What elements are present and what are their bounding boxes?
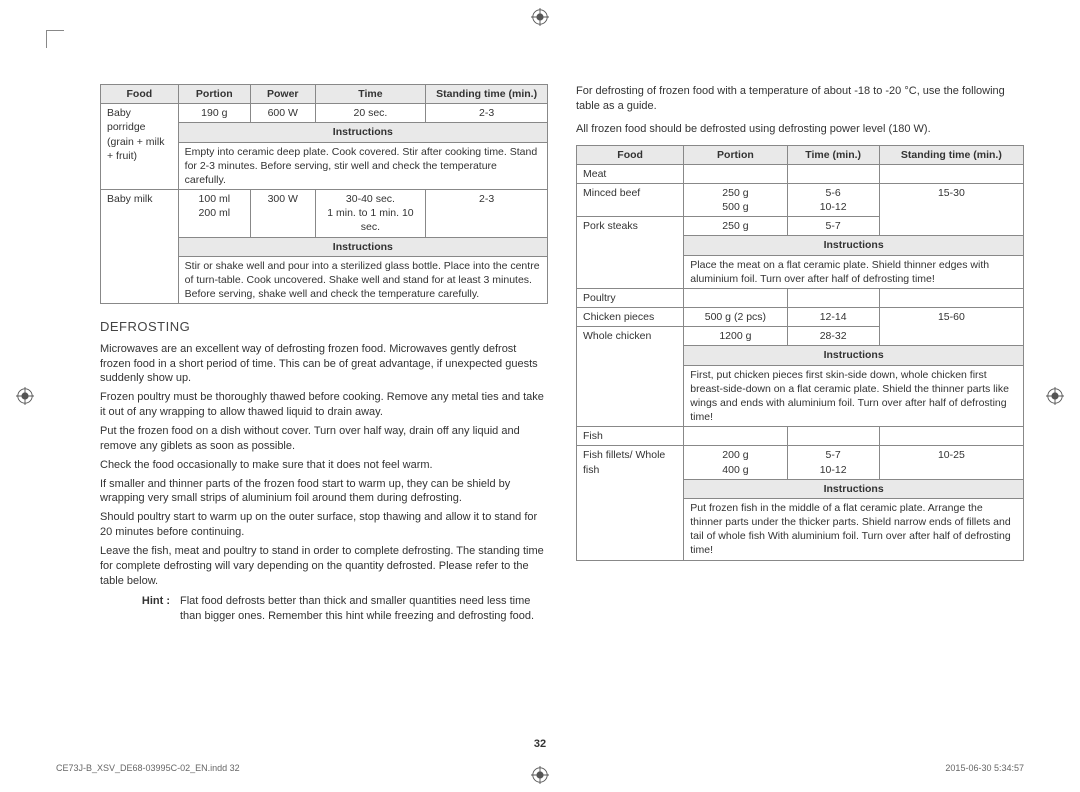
t1-r2-food: Baby milk <box>101 190 179 304</box>
left-column: Food Portion Power Time Standing time (m… <box>100 84 548 624</box>
t1-r1-stand: 2-3 <box>426 104 548 123</box>
t1-r1-power: 600 W <box>250 104 315 123</box>
t1-r1-portion: 190 g <box>178 104 250 123</box>
defrost-p3: Put the frozen food on a dish without co… <box>100 424 548 454</box>
e <box>684 427 787 446</box>
t1-r1-food: Baby porridge (grain + milk + fruit) <box>101 104 179 190</box>
t1-r2-stand: 2-3 <box>426 190 548 238</box>
e <box>684 288 787 307</box>
hint-label: Hint : <box>100 594 170 624</box>
e <box>879 427 1023 446</box>
cell: 250 g 500 g <box>684 183 787 216</box>
t1-instr2: Stir or shake well and pour into a steri… <box>178 256 547 304</box>
cell: 30-40 sec. 1 min. to 1 min. 10 sec. <box>315 190 426 238</box>
poul2-time: 28-32 <box>787 327 879 346</box>
registration-mark-icon <box>1046 387 1064 405</box>
instrA-label: Instructions <box>684 236 1024 255</box>
v: 200 g <box>722 449 748 461</box>
defrosting-title: DEFROSTING <box>100 318 548 336</box>
poul1-portion: 500 g (2 pcs) <box>684 308 787 327</box>
t1-h-stand: Standing time (min.) <box>426 85 548 104</box>
meat2-portion: 250 g <box>684 217 787 236</box>
crop-mark <box>46 30 64 48</box>
registration-mark-icon <box>16 387 34 405</box>
right-p1: For defrosting of frozen food with a tem… <box>576 84 1024 114</box>
t1-h-power: Power <box>250 85 315 104</box>
e <box>787 164 879 183</box>
fish-stand: 10-25 <box>879 446 1023 479</box>
defrost-p4: Check the food occasionally to make sure… <box>100 458 548 473</box>
defrost-p6: Should poultry start to warm up on the o… <box>100 510 548 540</box>
meat1-food: Minced beef <box>577 183 684 216</box>
instrA: Place the meat on a flat ceramic plate. … <box>684 255 1024 288</box>
e <box>879 164 1023 183</box>
v: 100 ml <box>199 193 231 205</box>
page-content: Food Portion Power Time Standing time (m… <box>0 0 1080 654</box>
t1-instr2-label: Instructions <box>178 237 547 256</box>
v: 5-7 <box>826 449 841 461</box>
fish1-food: Fish fillets/ Whole fish <box>577 446 684 560</box>
defrost-p1: Microwaves are an excellent way of defro… <box>100 342 548 387</box>
poul1-food: Chicken pieces <box>577 308 684 327</box>
t1-r2-power: 300 W <box>250 190 315 238</box>
cat-poultry: Poultry <box>577 288 684 307</box>
meat-stand: 15-30 <box>879 183 1023 236</box>
v: 1 min. to 1 min. 10 sec. <box>327 207 413 233</box>
t1-instr1: Empty into ceramic deep plate. Cook cove… <box>178 142 547 190</box>
baby-food-table: Food Portion Power Time Standing time (m… <box>100 84 548 304</box>
cell: 5-6 10-12 <box>787 183 879 216</box>
t2-h-portion: Portion <box>684 145 787 164</box>
poul2-food: Whole chicken <box>577 327 684 427</box>
t1-h-portion: Portion <box>178 85 250 104</box>
cell: 100 ml 200 ml <box>178 190 250 238</box>
instrB-label: Instructions <box>684 346 1024 365</box>
t2-h-stand: Standing time (min.) <box>879 145 1023 164</box>
defrost-table: Food Portion Time (min.) Standing time (… <box>576 145 1024 561</box>
v: 250 g <box>722 187 748 199</box>
v: 200 ml <box>199 207 231 219</box>
instrB: First, put chicken pieces first skin-sid… <box>684 365 1024 427</box>
registration-mark-icon <box>531 8 549 26</box>
meat2-food: Pork steaks <box>577 217 684 289</box>
t1-h-food: Food <box>101 85 179 104</box>
hint-row: Hint : Flat food defrosts better than th… <box>100 594 548 624</box>
registration-mark-icon <box>531 766 549 784</box>
t1-r1-time: 20 sec. <box>315 104 426 123</box>
poul2-portion: 1200 g <box>684 327 787 346</box>
e <box>879 288 1023 307</box>
v: 10-12 <box>820 201 847 213</box>
poul-stand: 15-60 <box>879 308 1023 346</box>
v: 400 g <box>722 464 748 476</box>
v: 5-6 <box>826 187 841 199</box>
right-p2: All frozen food should be defrosted usin… <box>576 122 1024 137</box>
defrost-p5: If smaller and thinner parts of the froz… <box>100 477 548 507</box>
defrost-p7: Leave the fish, meat and poultry to stan… <box>100 544 548 589</box>
e <box>787 288 879 307</box>
defrost-p2: Frozen poultry must be thoroughly thawed… <box>100 390 548 420</box>
instrC: Put frozen fish in the middle of a flat … <box>684 498 1024 560</box>
e <box>684 164 787 183</box>
v: 500 g <box>722 201 748 213</box>
e <box>787 427 879 446</box>
footer-right: 2015-06-30 5:34:57 <box>945 762 1024 774</box>
t1-instr1-label: Instructions <box>178 123 547 142</box>
t2-h-food: Food <box>577 145 684 164</box>
cat-fish: Fish <box>577 427 684 446</box>
cat-meat: Meat <box>577 164 684 183</box>
cell: 5-7 10-12 <box>787 446 879 479</box>
v: 30-40 sec. <box>346 193 395 205</box>
footer-left: CE73J-B_XSV_DE68-03995C-02_EN.indd 32 <box>56 762 240 774</box>
instrC-label: Instructions <box>684 479 1024 498</box>
v: 10-12 <box>820 464 847 476</box>
page-number: 32 <box>0 737 1080 752</box>
poul1-time: 12-14 <box>787 308 879 327</box>
t2-h-time: Time (min.) <box>787 145 879 164</box>
cell: 200 g 400 g <box>684 446 787 479</box>
hint-text: Flat food defrosts better than thick and… <box>180 594 548 624</box>
meat2-time: 5-7 <box>787 217 879 236</box>
right-column: For defrosting of frozen food with a tem… <box>576 84 1024 624</box>
t1-h-time: Time <box>315 85 426 104</box>
